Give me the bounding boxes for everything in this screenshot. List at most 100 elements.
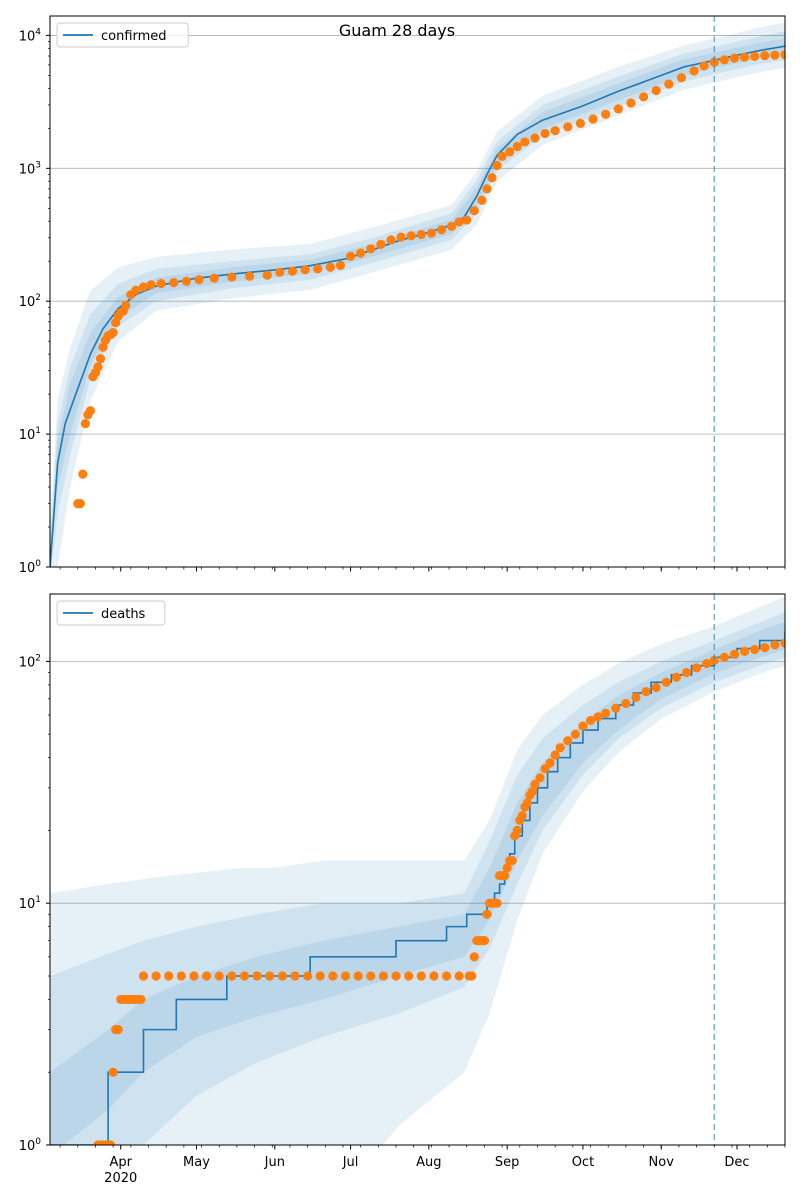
observed-point bbox=[535, 773, 545, 783]
observed-point bbox=[760, 50, 770, 61]
observed-point bbox=[729, 649, 740, 659]
observed-point bbox=[689, 66, 699, 76]
observed-point bbox=[386, 235, 396, 245]
observed-point bbox=[356, 248, 366, 258]
observed-point bbox=[108, 328, 118, 338]
observed-point bbox=[550, 750, 560, 760]
observed-point bbox=[507, 856, 517, 866]
observed-point bbox=[239, 971, 250, 981]
observed-point bbox=[729, 53, 740, 63]
observed-point bbox=[404, 971, 414, 981]
observed-point bbox=[378, 971, 389, 981]
legend-box bbox=[56, 600, 166, 626]
observed-point bbox=[315, 971, 325, 981]
observed-point bbox=[540, 128, 550, 139]
observed-point bbox=[95, 353, 106, 364]
y-tick-label: 102 bbox=[19, 293, 41, 310]
observed-point bbox=[691, 663, 702, 673]
observed-point bbox=[739, 52, 750, 62]
observed-point bbox=[512, 825, 522, 836]
observed-point bbox=[613, 104, 623, 114]
observed-point bbox=[563, 736, 573, 746]
observed-point bbox=[492, 160, 502, 171]
observed-point bbox=[227, 971, 237, 981]
observed-point bbox=[189, 971, 199, 981]
observed-point bbox=[739, 646, 750, 656]
observed-point bbox=[760, 643, 770, 653]
observed-point bbox=[467, 971, 477, 981]
observed-point bbox=[530, 133, 540, 143]
observed-point bbox=[93, 362, 103, 372]
observed-point bbox=[113, 1025, 123, 1035]
x-tick-label: Oct bbox=[572, 1155, 594, 1170]
observed-point bbox=[530, 779, 540, 789]
observed-point bbox=[98, 342, 108, 352]
observed-point bbox=[621, 698, 631, 709]
observed-point bbox=[585, 715, 596, 726]
x-tick-label: May bbox=[183, 1155, 210, 1170]
observed-point bbox=[426, 228, 436, 238]
observed-point bbox=[626, 98, 636, 108]
observed-point bbox=[719, 55, 729, 65]
observed-point bbox=[209, 273, 219, 283]
observed-point bbox=[502, 863, 512, 873]
band-middle bbox=[50, 612, 785, 1145]
x-tick-label: Aug bbox=[416, 1155, 441, 1170]
observed-point bbox=[194, 275, 204, 285]
y-tick-label: 101 bbox=[19, 426, 41, 443]
legend: confirmed bbox=[56, 22, 189, 48]
observed-point bbox=[563, 122, 573, 132]
band-outer bbox=[50, 22, 785, 567]
observed-point bbox=[651, 682, 661, 693]
observed-point bbox=[482, 909, 492, 919]
observed-point bbox=[275, 267, 285, 277]
observed-point bbox=[555, 743, 565, 753]
observed-point bbox=[505, 147, 515, 157]
observed-point bbox=[497, 151, 507, 161]
observed-point bbox=[328, 971, 338, 981]
observed-point bbox=[406, 231, 416, 241]
observed-point bbox=[436, 225, 447, 235]
x-tick-label: Apr bbox=[109, 1155, 132, 1170]
observed-point bbox=[416, 971, 426, 981]
observed-point bbox=[366, 244, 376, 254]
axes-frame bbox=[49, 15, 786, 568]
legend-label: confirmed bbox=[101, 29, 167, 44]
plot-area bbox=[50, 594, 785, 1145]
observed-point bbox=[313, 264, 323, 274]
observed-point bbox=[500, 871, 510, 881]
observed-point bbox=[176, 971, 186, 981]
observed-point bbox=[345, 251, 356, 261]
observed-point bbox=[550, 126, 560, 136]
observed-point bbox=[446, 221, 457, 231]
observed-point bbox=[651, 85, 661, 96]
observed-point bbox=[201, 971, 212, 981]
observed-point bbox=[164, 971, 174, 981]
y-tick-label: 104 bbox=[19, 27, 42, 44]
observed-point bbox=[770, 640, 780, 650]
observed-point bbox=[671, 672, 681, 682]
observed-point bbox=[512, 141, 522, 152]
observed-point bbox=[265, 971, 275, 981]
observed-point bbox=[416, 229, 426, 240]
observed-point bbox=[462, 215, 472, 225]
observed-point bbox=[227, 272, 237, 282]
observed-point bbox=[136, 994, 146, 1005]
observed-point bbox=[487, 173, 497, 183]
observed-point bbox=[780, 50, 785, 60]
model-line bbox=[50, 631, 785, 1145]
observed-point bbox=[469, 206, 479, 216]
observed-point bbox=[181, 276, 191, 286]
observed-point bbox=[681, 667, 692, 678]
observed-point bbox=[396, 232, 406, 242]
x-tick-year-label: 2020 bbox=[104, 1171, 137, 1186]
observed-point bbox=[287, 266, 298, 276]
observed-point bbox=[702, 658, 712, 669]
observed-point bbox=[593, 712, 603, 722]
band-inner bbox=[50, 621, 785, 1145]
legend-label: deaths bbox=[101, 607, 146, 622]
observed-point bbox=[429, 971, 439, 981]
observed-point bbox=[750, 51, 760, 62]
